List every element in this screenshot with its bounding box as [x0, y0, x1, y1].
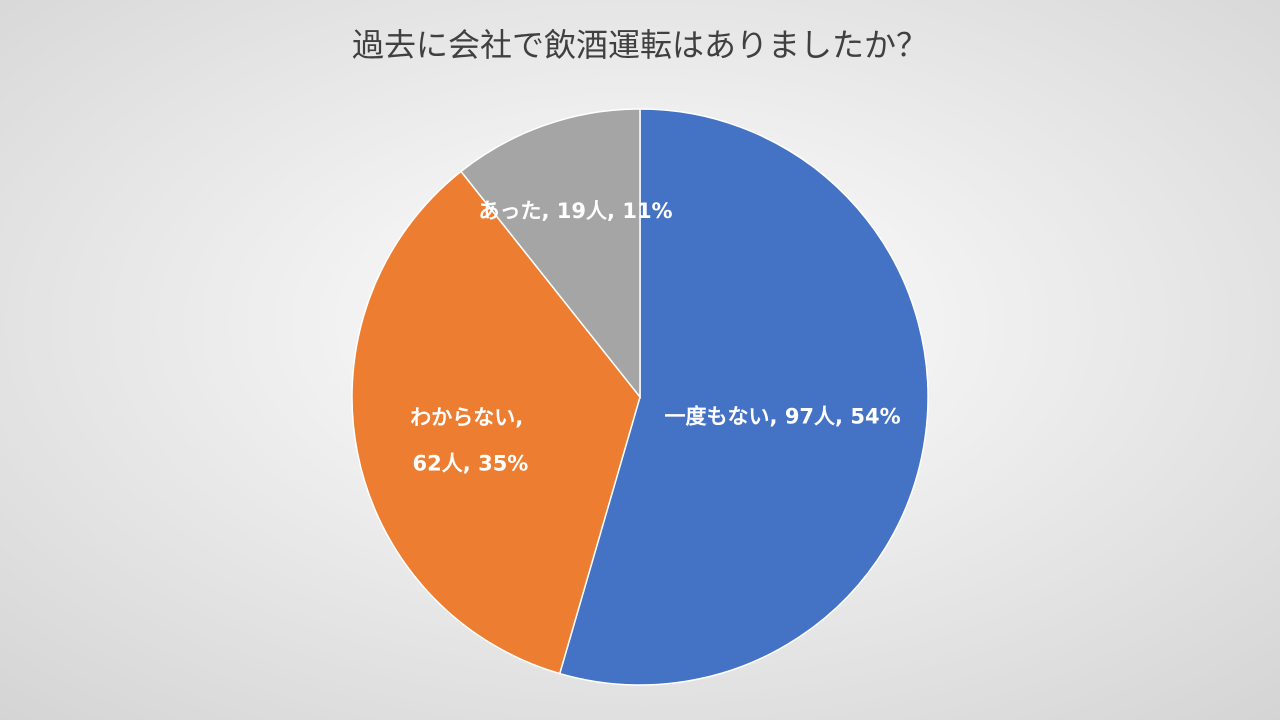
separator: , — [835, 404, 850, 428]
separator: , — [463, 451, 478, 475]
percent-label: 11% — [622, 199, 672, 223]
separator: , — [607, 199, 622, 223]
category: わからない — [410, 405, 515, 429]
category: あった — [479, 199, 542, 223]
category: 一度もない — [665, 404, 770, 428]
percent-label: 54% — [850, 404, 900, 428]
value-label: 97人 — [785, 404, 835, 428]
value-label: 62人 — [413, 451, 463, 475]
pie-slice — [558, 108, 929, 686]
pie-slice — [351, 170, 641, 675]
data-label: 一度もない, 97人, 54% — [665, 404, 901, 428]
data-labels: 一度もない, 97人, 54% わからない, 62人, 35% あった, 19人, … — [410, 199, 900, 475]
pie-slice — [459, 108, 641, 400]
chart-title: 過去に会社で飲酒運転はありましたか？ — [352, 26, 928, 64]
separator: , — [770, 404, 785, 428]
data-label: あった, 19人, 11% — [479, 199, 673, 223]
pie — [351, 108, 929, 686]
separator: , — [542, 199, 557, 223]
percent-label: 35% — [478, 451, 528, 475]
separator: , — [515, 405, 530, 429]
value-label: 19人 — [557, 199, 607, 223]
data-label: わからない, 62人, 35% — [410, 405, 530, 475]
